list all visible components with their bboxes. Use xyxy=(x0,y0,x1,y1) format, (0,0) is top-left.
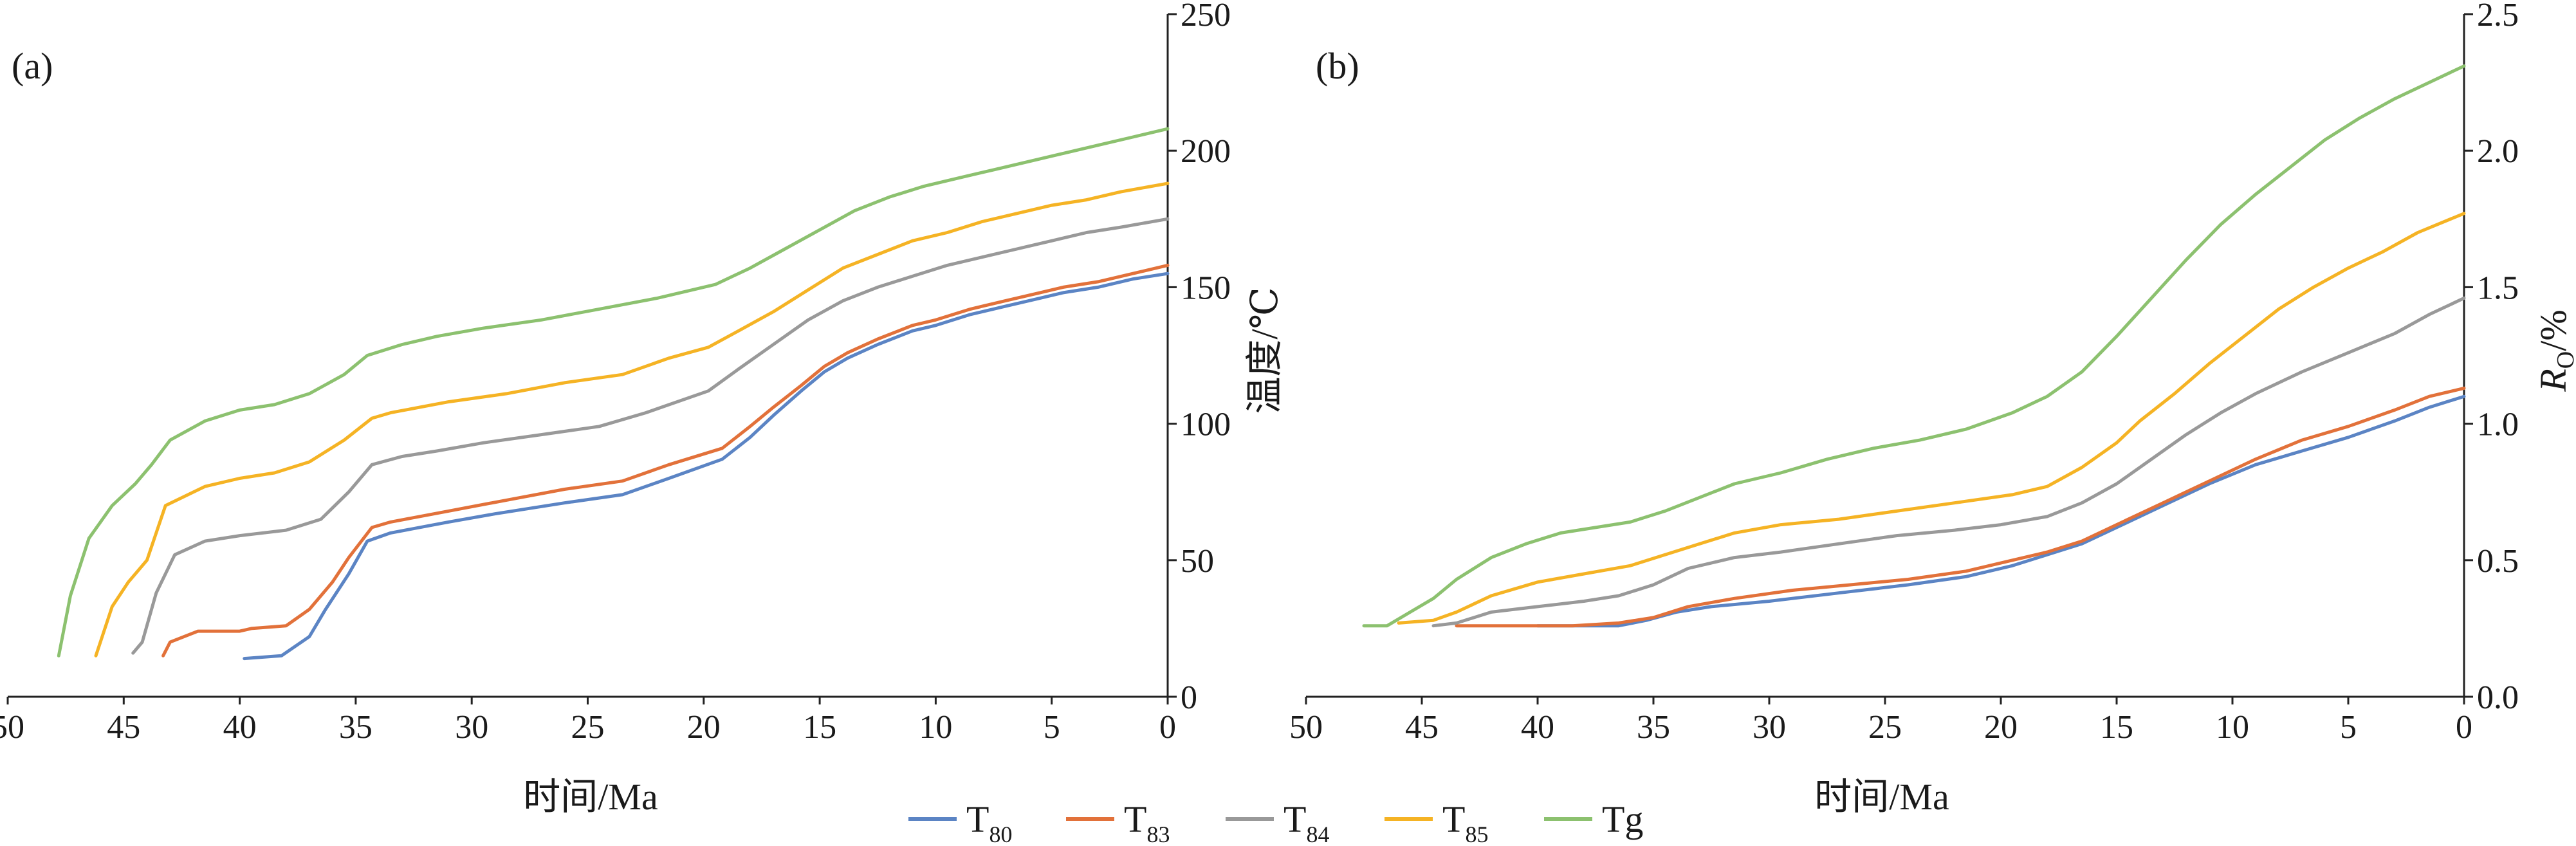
legend-label-base: T xyxy=(966,798,989,840)
y-axis-title-symbol: R xyxy=(2532,369,2574,392)
x-tick-label: 35 xyxy=(339,709,373,746)
y-tick-label: 100 xyxy=(1181,407,1231,443)
legend-label: T80 xyxy=(966,798,1012,846)
y-axis-title: 温度/℃ xyxy=(1244,288,1285,414)
panel-a-chart: 50454035302520151050050100150200250(a)时间… xyxy=(0,0,1285,818)
x-tick-label: 15 xyxy=(803,709,836,746)
x-tick-label: 45 xyxy=(107,709,140,746)
x-tick-label: 5 xyxy=(1044,709,1060,746)
legend-item-t85: T85 xyxy=(1385,798,1488,846)
x-tick-label: 10 xyxy=(919,709,952,746)
x-tick-label: 0 xyxy=(1159,709,1176,746)
legend-item-t84: T84 xyxy=(1226,798,1329,846)
y-tick-label: 0.0 xyxy=(2477,679,2519,716)
series-line-tg xyxy=(57,127,1170,657)
x-tick-label: 50 xyxy=(0,709,24,746)
x-tick-label: 25 xyxy=(1868,709,1902,746)
legend-item-t83: T83 xyxy=(1066,798,1170,846)
series-line-t80 xyxy=(1536,394,2466,628)
x-tick-label: 30 xyxy=(455,709,488,746)
legend-label-subscript: 83 xyxy=(1146,822,1170,846)
legend-label: T84 xyxy=(1283,798,1329,846)
legend-label: T85 xyxy=(1442,798,1488,846)
y-tick-label: 50 xyxy=(1181,543,1214,580)
legend-label-base: T xyxy=(1283,798,1306,840)
series-line-t83 xyxy=(1455,386,2466,628)
y-tick-label: 0 xyxy=(1181,679,1197,716)
legend-label-base: T xyxy=(1124,798,1146,840)
x-axis-title: 时间/Ma xyxy=(1814,776,1949,818)
y-tick-label: 1.5 xyxy=(2477,270,2519,306)
legend-label-base: Tg xyxy=(1602,798,1643,840)
y-axis-title: RO/% xyxy=(2532,309,2576,392)
y-tick-label: 2.0 xyxy=(2477,133,2519,170)
series-line-t80 xyxy=(243,271,1170,661)
series-line-t85 xyxy=(94,181,1170,657)
x-tick-label: 15 xyxy=(2100,709,2133,746)
legend-label-base: T xyxy=(1442,798,1465,840)
y-axis-title-subscript: O xyxy=(2552,351,2576,369)
legend-label-subscript: 80 xyxy=(989,822,1012,846)
x-tick-label: 50 xyxy=(1289,709,1323,746)
x-tick-label: 5 xyxy=(2340,709,2357,746)
series-line-tg xyxy=(1362,64,2466,628)
x-tick-label: 10 xyxy=(2216,709,2249,746)
x-tick-label: 30 xyxy=(1753,709,1786,746)
x-tick-label: 40 xyxy=(223,709,257,746)
x-axis-title: 时间/Ma xyxy=(523,776,658,818)
series-line-t85 xyxy=(1397,212,2466,625)
legend-item-tg: Tg xyxy=(1544,798,1643,840)
y-tick-label: 250 xyxy=(1181,0,1231,33)
y-tick-label: 200 xyxy=(1181,133,1231,170)
legend-label-subscript: 84 xyxy=(1306,822,1329,846)
x-tick-label: 0 xyxy=(2456,709,2472,746)
x-tick-label: 45 xyxy=(1405,709,1439,746)
legend-label: T83 xyxy=(1124,798,1170,846)
y-axis-title-unit: /% xyxy=(2532,309,2574,351)
panel-label: (b) xyxy=(1316,45,1359,87)
x-tick-label: 35 xyxy=(1637,709,1670,746)
legend-label: Tg xyxy=(1602,798,1643,840)
y-tick-label: 150 xyxy=(1181,270,1231,306)
legend-label-subscript: 85 xyxy=(1465,822,1488,846)
y-tick-label: 2.5 xyxy=(2477,0,2519,33)
legend-item-t80: T80 xyxy=(908,798,1012,846)
x-tick-label: 20 xyxy=(1984,709,2018,746)
y-tick-label: 1.0 xyxy=(2477,407,2519,443)
x-tick-label: 20 xyxy=(687,709,721,746)
series-line-t83 xyxy=(161,263,1170,657)
series-line-t84 xyxy=(131,217,1170,655)
series-line-t84 xyxy=(1431,296,2466,628)
legend: T80 T83 T84 T85 Tg xyxy=(908,798,1643,846)
panel-label: (a) xyxy=(12,45,53,87)
y-tick-label: 0.5 xyxy=(2477,543,2519,580)
x-tick-label: 40 xyxy=(1521,709,1554,746)
panel-b-chart: 50 45 40 35 30 25 20 15 10 5 00.00.51.01.52.02.5(b… xyxy=(1289,0,2576,818)
x-tick-label: 25 xyxy=(571,709,605,746)
